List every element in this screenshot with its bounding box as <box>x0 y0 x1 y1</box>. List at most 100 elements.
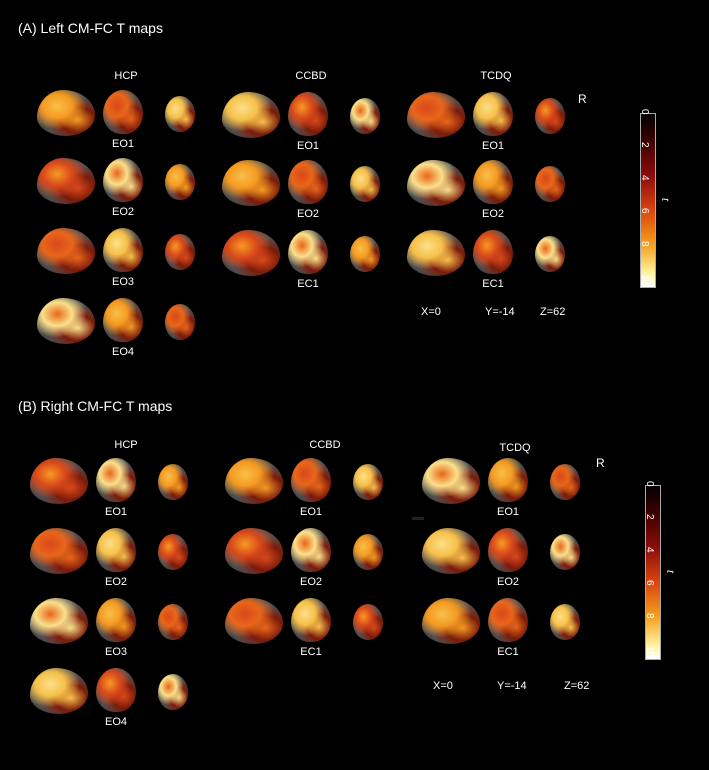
axial-slice-image <box>165 164 195 200</box>
panel-a-tick: 6 <box>639 208 650 214</box>
axial-slice-image <box>535 166 565 202</box>
panel-b-coord-y: Y=-14 <box>497 680 527 692</box>
axial-slice-image <box>535 98 565 134</box>
panel-a-group-tcdq: TCDQ <box>480 70 512 82</box>
coronal-slice-image <box>103 228 143 272</box>
sagittal-slice-image <box>37 90 95 136</box>
panel-a-coord-z: Z=62 <box>540 306 566 318</box>
sagittal-slice-image <box>225 598 283 644</box>
coronal-slice-image <box>96 668 136 712</box>
axial-slice-image <box>165 234 195 270</box>
condition-label: EC1 <box>297 278 319 290</box>
axial-slice-image <box>550 464 580 500</box>
panel-b-tick: 4 <box>644 547 655 553</box>
panel-a-tick: 10 <box>639 274 650 286</box>
panel-a-colorbar-gradient <box>640 113 656 288</box>
axial-slice-image <box>165 304 195 340</box>
axial-slice-image <box>353 534 383 570</box>
axial-slice-image <box>158 604 188 640</box>
panel-b-tick: 0 <box>644 481 655 487</box>
coronal-slice-image <box>488 528 528 572</box>
condition-label: EO2 <box>111 206 134 218</box>
condition-label: EO1 <box>296 140 319 152</box>
sagittal-slice-image <box>407 230 465 276</box>
panel-a-tick: 0 <box>639 109 650 115</box>
condition-label: EO1 <box>481 140 504 152</box>
axial-slice-image <box>353 604 383 640</box>
axial-slice-image <box>535 236 565 272</box>
sagittal-slice-image <box>37 158 95 204</box>
sagittal-slice-image <box>222 92 280 138</box>
axial-slice-image <box>158 534 188 570</box>
axial-slice-image <box>353 464 383 500</box>
panel-b-title: (B) Right CM-FC T maps <box>18 398 173 414</box>
sagittal-slice-image <box>222 160 280 206</box>
sagittal-slice-image <box>407 160 465 206</box>
panel-b-group-ccbd: CCBD <box>309 439 341 451</box>
sagittal-slice-image <box>30 528 88 574</box>
condition-label: EC1 <box>300 646 322 658</box>
panel-a-title: (A) Left CM-FC T maps <box>18 20 163 36</box>
coronal-slice-image <box>488 458 528 502</box>
panel-a-coord-x: X=0 <box>421 306 441 318</box>
coronal-slice-image <box>103 90 143 134</box>
coronal-slice-image <box>291 598 331 642</box>
panel-b-colorbar-label: t <box>664 569 679 574</box>
sagittal-slice-image <box>422 528 480 574</box>
panel-b-group-hcp: HCP <box>114 439 138 451</box>
sagittal-slice-image <box>37 228 95 274</box>
panel-a-tick: 2 <box>639 142 650 148</box>
condition-label: EC1 <box>497 646 519 658</box>
condition-label: EC1 <box>482 278 504 290</box>
panel-b-tick: 8 <box>644 613 655 619</box>
sagittal-slice-image <box>225 458 283 504</box>
coronal-slice-image <box>103 158 143 202</box>
coronal-slice-image <box>96 598 136 642</box>
condition-label: EO2 <box>104 576 127 588</box>
axial-slice-image <box>550 534 580 570</box>
panel-a-coord-y: Y=-14 <box>485 306 515 318</box>
axial-slice-image <box>550 604 580 640</box>
condition-label: EO3 <box>111 276 134 288</box>
axial-slice-image <box>165 96 195 132</box>
coronal-slice-image <box>488 598 528 642</box>
panel-b-coord-x: X=0 <box>433 680 453 692</box>
coronal-slice-image <box>291 528 331 572</box>
axial-slice-image <box>350 98 380 134</box>
panel-a-right-marker: R <box>578 92 587 106</box>
panel-a-group-ccbd: CCBD <box>295 70 327 82</box>
panel-a-group-hcp: HCP <box>114 70 138 82</box>
coronal-slice-image <box>473 160 513 204</box>
condition-label: EO4 <box>111 346 134 358</box>
axial-slice-image <box>158 464 188 500</box>
panel-b-colorbar-gradient <box>645 485 661 660</box>
condition-label: EO1 <box>111 138 134 150</box>
sagittal-slice-image <box>222 230 280 276</box>
coronal-slice-image <box>103 298 143 342</box>
panel-b-tick: 10 <box>644 646 655 658</box>
sagittal-slice-image <box>225 528 283 574</box>
axial-slice-image <box>350 236 380 272</box>
sagittal-slice-image <box>422 598 480 644</box>
sagittal-slice-image <box>30 598 88 644</box>
panel-b-group-tcdq: TCDQ <box>499 442 531 454</box>
coronal-slice-image <box>291 458 331 502</box>
sagittal-slice-image <box>407 92 465 138</box>
artifact-mark <box>412 517 424 520</box>
coronal-slice-image <box>96 528 136 572</box>
condition-label: EO2 <box>496 576 519 588</box>
coronal-slice-image <box>288 92 328 136</box>
panel-a-colorbar-label: t <box>659 197 674 202</box>
condition-label: EO2 <box>299 576 322 588</box>
panel-a-tick: 4 <box>639 175 650 181</box>
condition-label: EO4 <box>104 716 127 728</box>
axial-slice-image <box>158 674 188 710</box>
condition-label: EO2 <box>481 208 504 220</box>
axial-slice-image <box>350 166 380 202</box>
panel-b-coord-z: Z=62 <box>564 680 590 692</box>
panel-b-tick: 6 <box>644 580 655 586</box>
sagittal-slice-image <box>422 458 480 504</box>
sagittal-slice-image <box>30 668 88 714</box>
coronal-slice-image <box>473 230 513 274</box>
panel-b-right-marker: R <box>596 456 605 470</box>
